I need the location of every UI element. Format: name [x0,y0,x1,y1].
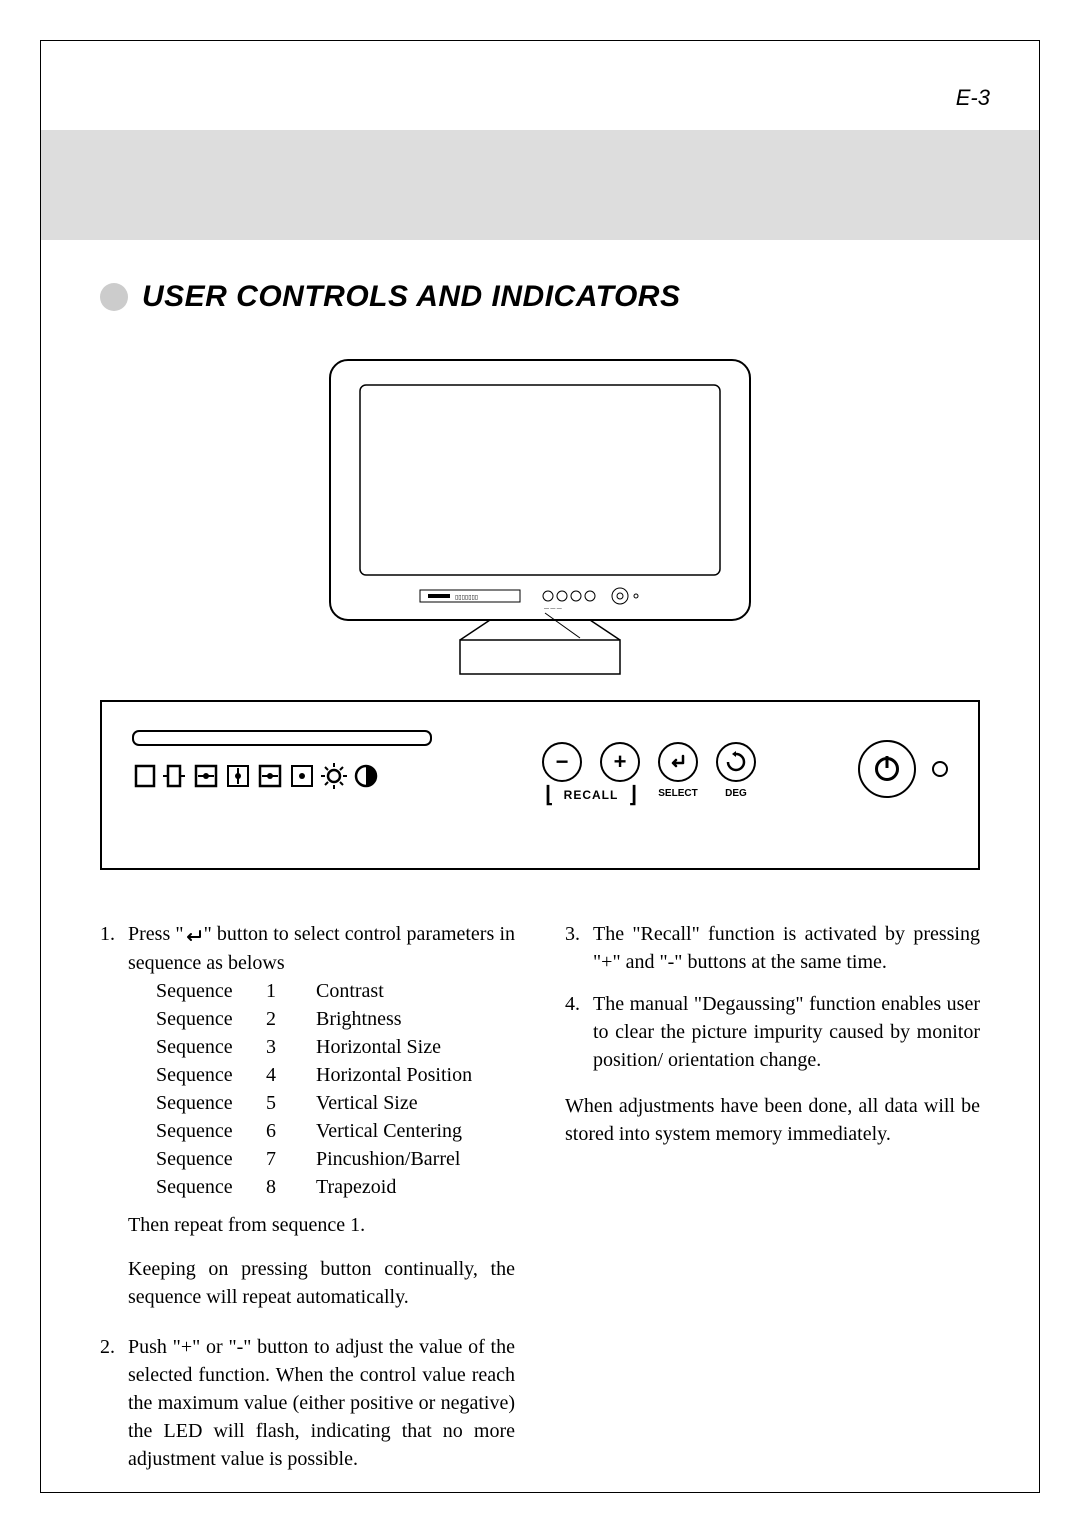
select-button: SELECT [658,742,698,799]
minus-button: − [542,742,582,782]
panel-buttons-group: − + ⌊ RECALL ⌋ SELECT [542,742,756,808]
deg-label: DEG [725,788,747,799]
indicator-bar [132,730,432,746]
svg-text:— — —: — — — [544,606,562,612]
content-columns: 1. Press "" button to select control par… [100,920,980,1477]
step-2-number: 2. [100,1333,128,1473]
plus-button: + [600,742,640,782]
step-2-text: Push "+" or "-" button to adjust the val… [128,1333,515,1473]
panel-left-section [132,730,452,799]
refresh-icon [724,750,748,774]
seq-row: Sequence2Brightness [156,1005,515,1033]
osd-icons-row [132,760,452,799]
enter-icon [667,751,689,773]
closing-text: When adjustments have been done, all dat… [565,1092,980,1148]
keeping-text: Keeping on pressing button continually, … [128,1255,515,1311]
then-repeat-text: Then repeat from sequence 1. [128,1211,515,1239]
step-4-text: The manual "Degaussing" function enables… [593,990,980,1074]
step-3-text: The "Recall" function is activated by pr… [593,920,980,976]
seq-row: Sequence3Horizontal Size [156,1033,515,1061]
step-4: 4. The manual "Degaussing" function enab… [565,990,980,1074]
step-4-number: 4. [565,990,593,1074]
page-number: E-3 [956,85,990,111]
plus-icon: + [614,749,627,775]
step-1: 1. Press "" button to select control par… [100,920,515,1323]
seq-row: Sequence5Vertical Size [156,1089,515,1117]
recall-bracket: ⌊ RECALL ⌋ [545,782,637,808]
degauss-button: DEG [716,742,756,799]
sequence-table: Sequence1Contrast Sequence2Brightness Se… [156,977,515,1201]
page-title: USER CONTROLS AND INDICATORS [142,280,680,314]
seq-row: Sequence8Trapezoid [156,1173,515,1201]
svg-text:▯▯▯▯▯▯▯: ▯▯▯▯▯▯▯ [455,595,478,601]
power-button [858,740,916,798]
bullet-icon [100,283,128,311]
title-row: USER CONTROLS AND INDICATORS [100,280,680,314]
seq-row: Sequence4Horizontal Position [156,1061,515,1089]
header-band [41,130,1039,240]
step-2: 2. Push "+" or "-" button to adjust the … [100,1333,515,1473]
seq-row: Sequence1Contrast [156,977,515,1005]
power-group [858,740,948,798]
seq-row: Sequence7Pincushion/Barrel [156,1145,515,1173]
select-label: SELECT [658,788,697,799]
step-3: 3. The "Recall" function is activated by… [565,920,980,976]
recall-label: RECALL [554,788,629,802]
seq-row: Sequence6Vertical Centering [156,1117,515,1145]
enter-arrow-icon [184,921,204,949]
monitor-diagram: ▯▯▯▯▯▯▯ — — — [310,350,770,680]
power-led-icon [932,761,948,777]
step-1-text-a: Press " [128,923,184,945]
minus-icon: − [556,749,569,775]
power-icon [875,757,899,781]
control-panel-diagram: − + ⌊ RECALL ⌋ SELECT [100,700,980,870]
step-1-number: 1. [100,920,128,1323]
right-column: 3. The "Recall" function is activated by… [565,920,980,1477]
step-3-number: 3. [565,920,593,976]
left-column: 1. Press "" button to select control par… [100,920,515,1477]
